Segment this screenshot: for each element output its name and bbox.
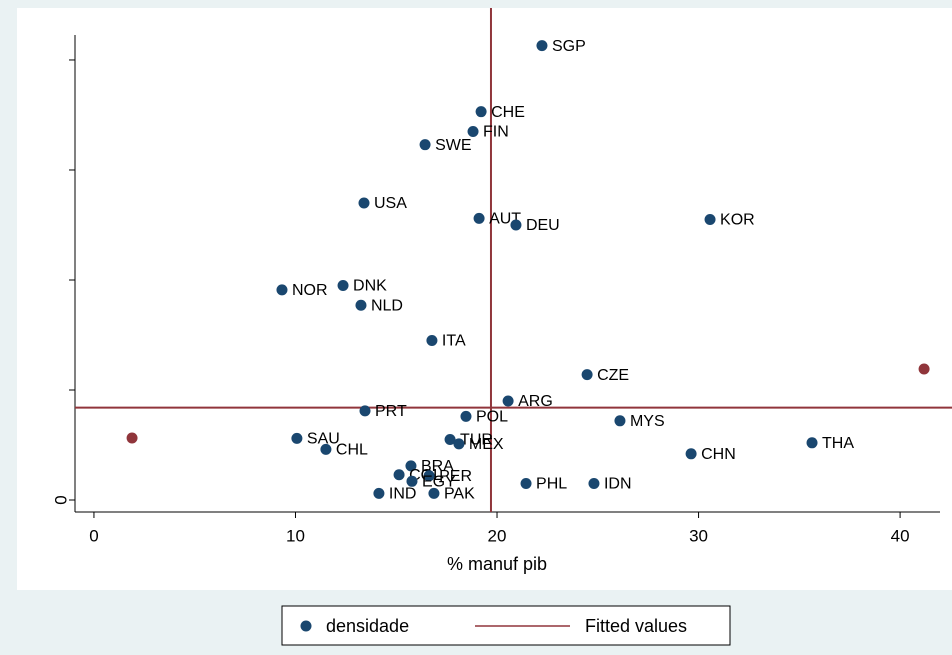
point-label: NLD	[371, 298, 403, 315]
point	[444, 434, 456, 446]
point-label: ITA	[442, 333, 466, 350]
point	[373, 487, 385, 499]
point	[320, 443, 332, 455]
legend-marker	[300, 620, 312, 632]
point	[467, 125, 479, 137]
x-tick-label: 0	[89, 526, 98, 545]
point	[453, 438, 465, 450]
point	[704, 213, 716, 225]
point	[536, 40, 548, 52]
point	[520, 478, 532, 490]
point-label: USA	[374, 195, 407, 212]
point-label: MYS	[630, 413, 665, 430]
point	[423, 470, 435, 482]
x-tick-label: 10	[286, 526, 305, 545]
point	[428, 487, 440, 499]
point	[355, 299, 367, 311]
point	[406, 475, 418, 487]
point-label: PHL	[536, 476, 567, 493]
point	[614, 415, 626, 427]
point	[685, 448, 697, 460]
plot-region	[17, 8, 952, 590]
point	[419, 139, 431, 151]
x-tick-label: 40	[891, 526, 910, 545]
point	[588, 478, 600, 490]
point	[806, 437, 818, 449]
point-label: MEX	[469, 436, 504, 453]
point	[291, 432, 303, 444]
point-label: ARG	[518, 393, 553, 410]
point-label: THA	[822, 435, 854, 452]
legend-label: Fitted values	[585, 616, 687, 636]
point-label: DNK	[353, 278, 387, 295]
point	[460, 410, 472, 422]
point-label: DEU	[526, 217, 560, 234]
point-label: SGP	[552, 38, 586, 55]
point-label: POL	[476, 409, 508, 426]
point-label: EGY	[422, 474, 456, 491]
point	[502, 395, 514, 407]
point	[337, 279, 349, 291]
point	[918, 363, 930, 375]
point	[126, 432, 138, 444]
point-label: SWE	[435, 137, 471, 154]
point-label: KOR	[720, 212, 755, 229]
x-axis-title: % manuf pib	[447, 554, 547, 574]
point	[510, 219, 522, 231]
point-label: TUR	[460, 432, 493, 449]
point-label: IND	[389, 486, 417, 503]
y-tick-label: 0	[51, 495, 70, 504]
point	[426, 334, 438, 346]
point-label: SAU	[307, 431, 340, 448]
point-label: PAK	[444, 486, 475, 503]
x-tick-label: 30	[689, 526, 708, 545]
point	[473, 212, 485, 224]
point-label: FIN	[483, 124, 509, 141]
point	[276, 284, 288, 296]
point-label: PER	[439, 468, 472, 485]
point	[359, 405, 371, 417]
point	[405, 460, 417, 472]
point-label: CZE	[597, 367, 629, 384]
point	[475, 106, 487, 118]
point-label: CHL	[336, 442, 368, 459]
point-label: CHN	[701, 446, 736, 463]
point	[581, 369, 593, 381]
point-label: PRT	[375, 403, 407, 420]
point	[358, 197, 370, 209]
x-tick-label: 20	[488, 526, 507, 545]
point-label: IDN	[604, 476, 632, 493]
point-label: NOR	[292, 282, 328, 299]
point	[393, 469, 405, 481]
legend-label: densidade	[326, 616, 409, 636]
point-label: CHE	[491, 104, 525, 121]
